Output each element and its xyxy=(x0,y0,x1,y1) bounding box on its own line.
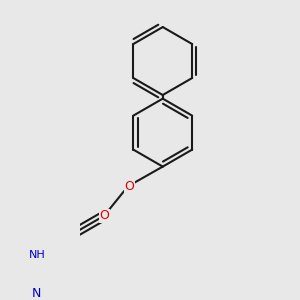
Text: NH: NH xyxy=(28,250,45,260)
Text: O: O xyxy=(124,179,134,193)
Text: N: N xyxy=(32,287,42,300)
Text: O: O xyxy=(99,209,109,222)
